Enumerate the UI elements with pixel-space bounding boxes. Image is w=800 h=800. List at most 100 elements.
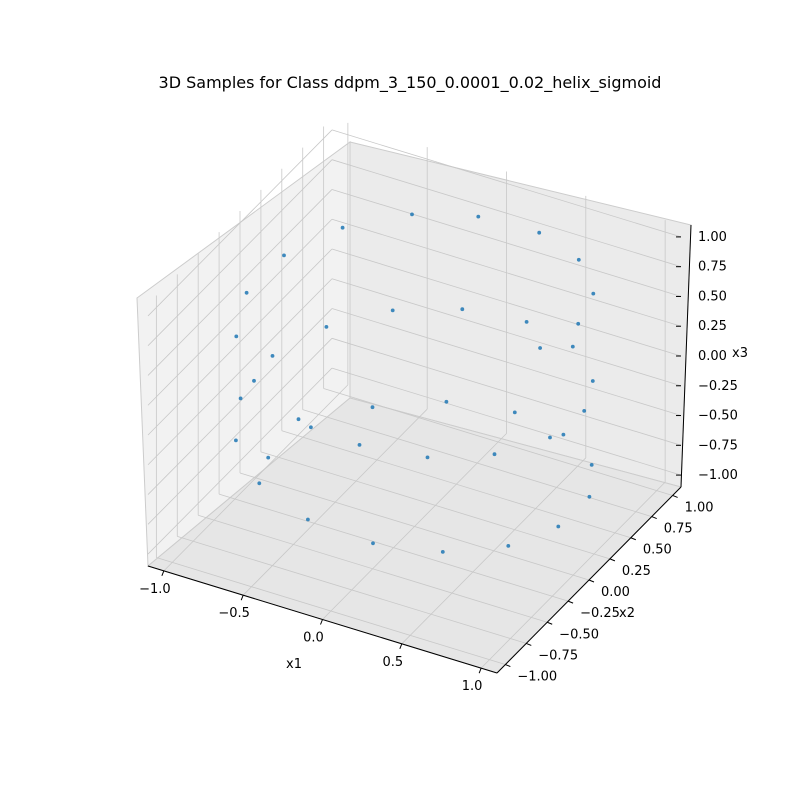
- x1-tick-label: −1.0: [139, 582, 171, 597]
- x3-tick-label: −0.50: [698, 409, 738, 424]
- x3-gridline: [147, 189, 333, 376]
- x3-gridline: [147, 367, 333, 555]
- x2-tick-mark: [588, 579, 595, 583]
- scatter-point: [524, 320, 529, 324]
- x2-tick-label: 0.75: [664, 522, 693, 537]
- x2-axis-label: x2: [619, 606, 635, 621]
- x2-tick-mark: [609, 558, 616, 562]
- scatter-point: [537, 230, 542, 235]
- x3-gridline: [331, 337, 682, 446]
- x3-tick-label: 0.25: [698, 319, 727, 334]
- scatter-point: [270, 354, 275, 358]
- scatter-point: [282, 253, 286, 258]
- x3-tick-label: 0.00: [698, 349, 727, 364]
- scatter-point: [296, 417, 301, 422]
- x3-tick-label: −0.75: [698, 438, 738, 453]
- scatter-point: [324, 325, 329, 329]
- x2-gridline: [177, 536, 527, 644]
- scatter-point: [234, 438, 238, 443]
- x2-tick-label: 0.50: [643, 543, 672, 558]
- scatter-point: [357, 443, 362, 447]
- x2-gridline: [198, 514, 548, 623]
- scatter-points: [234, 212, 596, 554]
- x2-gridline: [302, 409, 652, 517]
- x2-tick-mark: [672, 494, 678, 498]
- scatter-point: [370, 405, 375, 410]
- x1-tick-mark: [161, 570, 165, 577]
- x3-gridline: [331, 308, 682, 416]
- scatter-point: [576, 321, 581, 326]
- x3-gridline: [331, 218, 682, 327]
- x3-tick-label: 0.75: [698, 260, 727, 275]
- x3-axis-label: x3: [732, 346, 748, 361]
- x3-gridline: [147, 338, 333, 525]
- axis-ticks: −1.0 −0.5 0.0 0.5 1.0 −1.00 −0.75 −0.50 −0.25 0.0…: [139, 230, 738, 694]
- scatter-point: [410, 212, 414, 217]
- x3-gridline: [147, 248, 333, 436]
- scatter-point: [309, 425, 313, 430]
- scatter-point: [590, 379, 595, 383]
- scatter-point: [340, 225, 345, 230]
- scatter-point: [252, 378, 256, 383]
- x3-gridline: [331, 189, 682, 297]
- x1-tick-mark: [478, 667, 482, 674]
- scatter-point: [587, 494, 592, 499]
- x2-tick-mark: [651, 516, 657, 520]
- x2-tick-label: −1.00: [517, 670, 557, 685]
- x3-gridline: [331, 367, 682, 476]
- scatter-point: [492, 452, 497, 457]
- x1-tick-label: 1.0: [462, 679, 483, 694]
- scatter-point: [506, 544, 511, 548]
- x3-gridline: [331, 248, 682, 357]
- x2-gridline: [239, 472, 590, 581]
- scatter-point: [460, 307, 465, 312]
- x3-gridline: [331, 129, 682, 238]
- x3-gridline: [147, 159, 333, 346]
- scatter-point: [591, 291, 596, 296]
- x1-tick-label: 0.5: [382, 655, 403, 670]
- x2-tick-label: 0.25: [622, 564, 651, 579]
- scatter-point: [512, 410, 517, 415]
- grid-lines: [147, 122, 682, 669]
- x2-tick-label: 0.00: [601, 585, 630, 600]
- x1-tick-label: −0.5: [218, 606, 250, 621]
- x3-gridline: [147, 278, 333, 466]
- scatter-point: [476, 214, 481, 219]
- x3-tick-label: 1.00: [698, 230, 727, 245]
- x3-gridline: [147, 218, 333, 406]
- scatter-point: [440, 550, 445, 554]
- scatter-point: [266, 455, 271, 460]
- x1-axis-label: x1: [286, 657, 302, 672]
- scatter-point: [390, 308, 395, 313]
- x1-tick-label: 0.0: [303, 631, 324, 646]
- x3-gridline: [147, 129, 333, 317]
- x2-gridline: [156, 557, 506, 665]
- x2-gridline: [323, 388, 673, 496]
- x3-tick-label: −1.00: [698, 468, 738, 483]
- x2-tick-label: −0.25: [580, 606, 620, 621]
- x1-tick-mark: [240, 594, 244, 601]
- scatter-point: [582, 409, 587, 413]
- scatter-point: [444, 399, 449, 404]
- x2-gridline: [281, 430, 631, 539]
- scatter-point: [425, 455, 430, 460]
- scatter-point: [371, 541, 375, 546]
- x1-tick-mark: [320, 619, 323, 625]
- x3-gridline: [147, 308, 333, 495]
- scatter-point: [234, 334, 239, 339]
- scatter-point: [570, 344, 575, 349]
- x2-tick-label: 1.00: [685, 500, 714, 515]
- x2-tick-mark: [567, 600, 574, 604]
- x1-tick-mark: [399, 643, 403, 650]
- x2-tick-label: −0.50: [559, 627, 599, 642]
- x3-gridline: [331, 278, 682, 387]
- x2-gridline: [218, 493, 569, 602]
- x2-tick-label: −0.75: [538, 648, 578, 663]
- scatter-point: [556, 524, 561, 529]
- x2-gridline: [260, 451, 611, 560]
- scatter-point: [257, 481, 262, 486]
- x3-axis-line: [680, 224, 692, 488]
- scatter-point: [238, 396, 243, 401]
- scatter-point: [589, 463, 594, 467]
